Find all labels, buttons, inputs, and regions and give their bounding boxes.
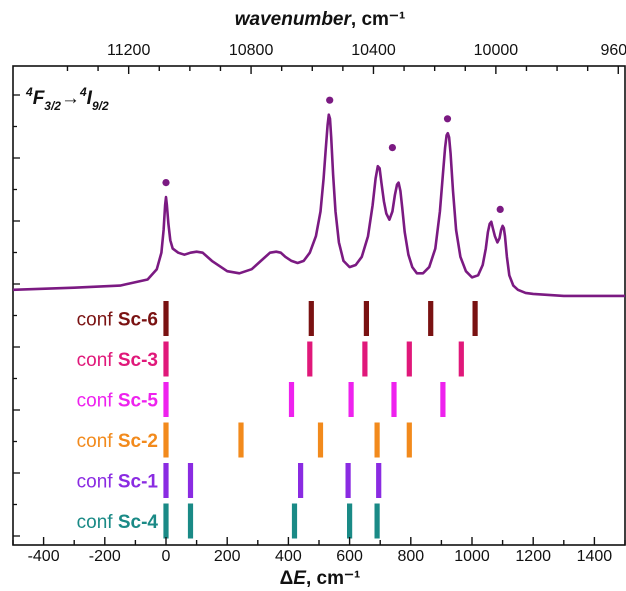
conf-label: conf Sc-3 (77, 350, 158, 371)
conf-line (163, 463, 169, 498)
conf-name: Sc-6 (118, 310, 158, 331)
conf-prefix: conf (77, 350, 118, 371)
bottom-tick-label: -400 (28, 548, 60, 565)
conf-prefix: conf (77, 431, 118, 452)
conf-name: Sc-3 (118, 350, 158, 371)
bottom-tick-label: 400 (275, 548, 302, 565)
bottom-axis-title: ΔE, cm⁻¹ (280, 568, 361, 589)
conf-line (458, 341, 464, 377)
conf-line (472, 301, 478, 336)
peak-markers (162, 96, 504, 213)
top-tick-label: 10000 (474, 42, 519, 59)
conf-name: Sc-4 (118, 512, 159, 533)
bottom-tick-label: 800 (397, 548, 424, 565)
conf-line (238, 422, 244, 458)
peak-marker (162, 179, 170, 187)
conf-line (406, 341, 412, 377)
top-tick-label: 10800 (229, 42, 274, 59)
conf-line (391, 382, 397, 417)
top-axis-title: wavenumber, cm⁻¹ (235, 9, 406, 30)
top-axis-title-var: wavenumber (235, 9, 353, 30)
bottom-axis: -400 -200 0 200 400 600 800 1000 1200 1400 (12, 537, 626, 565)
conf-line (307, 341, 313, 377)
conf-label: conf Sc-1 (77, 472, 159, 493)
bottom-tick-label: 0 (162, 548, 171, 565)
peak-marker (326, 96, 334, 104)
bottom-tick-label: 600 (336, 548, 363, 565)
bottom-axis-title-prefix: Δ (280, 568, 294, 589)
conf-line (406, 422, 412, 458)
left-axis (13, 94, 20, 537)
conf-label: conf Sc-2 (77, 431, 158, 452)
conf-line (187, 503, 194, 539)
conf-line (440, 382, 446, 417)
conf-prefix: conf (77, 391, 118, 412)
conf-line (345, 463, 351, 498)
top-tick-label: 9600 (601, 42, 626, 59)
conf-line (363, 301, 369, 336)
conf-line (347, 503, 353, 539)
conf-line (374, 422, 380, 458)
conf-line (291, 503, 298, 539)
conf-line (317, 422, 324, 458)
spectrum-line (12, 113, 625, 298)
conf-line (163, 301, 169, 336)
top-tick-label: 10400 (351, 42, 396, 59)
conf-prefix: conf (77, 472, 118, 493)
peak-marker (496, 205, 504, 213)
conf-line (362, 341, 368, 377)
conf-line (308, 301, 314, 336)
spectrum-layer (12, 113, 625, 298)
conf-label: conf Sc-4 (77, 512, 159, 533)
conf-line (348, 382, 354, 417)
conf-label: conf Sc-5 (77, 391, 159, 412)
conf-line (428, 301, 434, 336)
bottom-axis-title-unit: , cm⁻¹ (306, 568, 360, 589)
top-tick-label: 11200 (107, 42, 150, 59)
conf-label: conf Sc-6 (77, 310, 158, 331)
top-axis: 11200 10800 10400 10000 9600 (66, 42, 626, 74)
conf-name: Sc-1 (118, 472, 159, 493)
conf-line (376, 463, 382, 498)
conf-prefix: conf (77, 310, 118, 331)
bottom-tick-label: 1200 (515, 548, 551, 565)
conf-line (374, 503, 380, 539)
conf-line (163, 503, 169, 539)
conf-prefix: conf (77, 512, 118, 533)
conf-line (163, 341, 169, 377)
bottom-tick-label: 200 (214, 548, 241, 565)
peak-marker (388, 144, 396, 152)
bottom-tick-label: 1000 (454, 548, 490, 565)
conf-name: Sc-5 (118, 391, 159, 412)
conf-line (288, 382, 295, 417)
conf-line (187, 463, 194, 498)
transition-label: 4F3/2→4I9/2 (25, 85, 109, 113)
conf-line (163, 422, 169, 458)
conf-line (298, 463, 304, 498)
peak-marker (443, 115, 452, 123)
bottom-tick-label: -200 (89, 548, 121, 565)
bottom-axis-title-var: E (293, 568, 307, 589)
conf-line (163, 382, 169, 417)
top-axis-title-unit: , cm⁻¹ (351, 9, 405, 30)
conf-name: Sc-2 (118, 431, 158, 452)
bottom-tick-label: 1400 (577, 548, 613, 565)
